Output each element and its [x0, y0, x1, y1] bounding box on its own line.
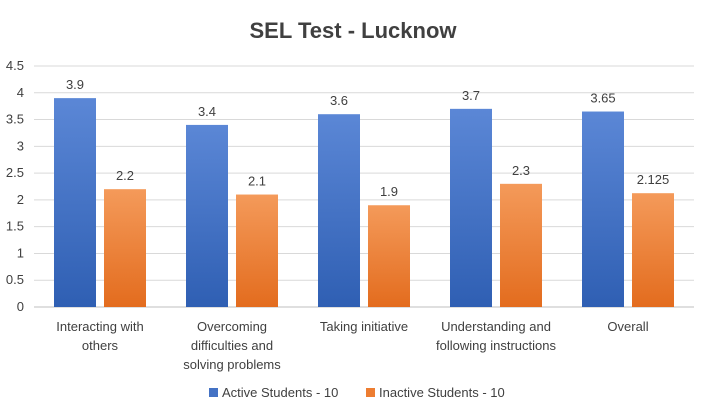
- data-label: 3.9: [66, 77, 84, 92]
- category-label: Overcoming difficulties and solving proble…: [183, 319, 281, 372]
- category-label: Taking initiative: [320, 319, 408, 334]
- data-label: 1.9: [380, 184, 398, 199]
- y-tick-label: 4: [17, 85, 24, 100]
- category-label-line: following instructions: [436, 338, 556, 353]
- bar-series1-cat4: [632, 193, 674, 307]
- category-label: Understanding and following instructions: [436, 319, 556, 353]
- data-label: 3.65: [590, 91, 615, 106]
- legend-label: Active Students - 10: [222, 385, 338, 400]
- category-labels: Interacting with others Overcoming difficul…: [56, 319, 648, 372]
- bar-series0-cat2: [318, 114, 360, 307]
- chart-title: SEL Test - Lucknow: [250, 18, 458, 43]
- legend-swatch: [209, 388, 218, 397]
- category-label-line: Taking initiative: [320, 319, 408, 334]
- bar-series1-cat3: [500, 183, 542, 307]
- y-tick-label: 4.5: [6, 58, 24, 73]
- category-label-line: solving problems: [183, 357, 281, 372]
- category-label-line: difficulties and: [191, 338, 273, 353]
- data-label: 3.6: [330, 93, 348, 108]
- bar-series1-cat0: [104, 189, 146, 307]
- data-label: 2.125: [637, 172, 670, 187]
- y-tick-label: 2: [17, 192, 24, 207]
- y-tick-label: 1.5: [6, 219, 24, 234]
- y-tick-label: 0.5: [6, 272, 24, 287]
- data-label: 2.3: [512, 163, 530, 178]
- bar-series0-cat4: [582, 111, 624, 308]
- bar-series1-cat1: [236, 194, 278, 307]
- legend: Active Students - 10 Inactive Students - …: [209, 385, 505, 400]
- bar-series0-cat1: [186, 124, 228, 308]
- category-label-line: Understanding and: [441, 319, 551, 334]
- y-axis-ticks: 0 0.5 1 1.5 2 2.5 3 3.5 4 4.5: [6, 58, 24, 314]
- data-label: 2.1: [248, 174, 266, 189]
- data-labels: 3.9 3.4 3.6 3.7 3.65 2.2 2.1 1.9 2.3 2.125: [66, 77, 669, 199]
- legend-label: Inactive Students - 10: [379, 385, 505, 400]
- data-label: 3.7: [462, 88, 480, 103]
- category-label-line: Overcoming: [197, 319, 267, 334]
- data-label: 3.4: [198, 104, 216, 119]
- bar-series0-cat0: [54, 98, 96, 307]
- category-label-line: Overall: [607, 319, 648, 334]
- bar-series1-cat2: [368, 205, 410, 307]
- y-tick-label: 3: [17, 138, 24, 153]
- y-tick-label: 0: [17, 299, 24, 314]
- data-label: 2.2: [116, 168, 134, 183]
- y-tick-label: 1: [17, 245, 24, 260]
- category-label-line: others: [82, 338, 119, 353]
- y-tick-label: 2.5: [6, 165, 24, 180]
- bar-series0-cat3: [450, 108, 492, 307]
- category-label: Overall: [607, 319, 648, 334]
- legend-swatch: [366, 388, 375, 397]
- category-label: Interacting with others: [56, 319, 143, 353]
- y-tick-label: 3.5: [6, 112, 24, 127]
- category-label-line: Interacting with: [56, 319, 143, 334]
- bars: [54, 98, 674, 308]
